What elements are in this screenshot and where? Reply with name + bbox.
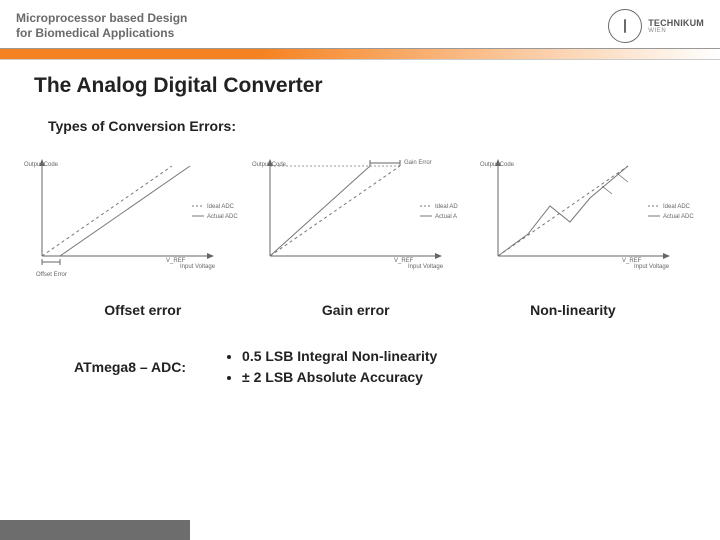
spec-bullets: 0.5 LSB Integral Non-linearity ± 2 LSB A…: [222, 346, 437, 388]
axis-y-label: Output Code: [480, 162, 515, 168]
legend-ideal: Ideal AD: [435, 204, 458, 210]
charts-row: Output Code Input Voltage V_REF Offset E…: [20, 156, 700, 284]
legend-ideal: Ideal ADC: [207, 204, 235, 210]
chart-gain: Output Code Input Voltage V_REF Gain Err…: [248, 156, 472, 284]
chart-label-offset: Offset error: [104, 302, 181, 318]
axis-x-label: Input Voltage: [180, 264, 216, 270]
header-logo: TECHNIKUM WIEN: [608, 9, 704, 43]
legend-actual: Actual A: [435, 214, 457, 220]
footer-strip: [0, 520, 190, 540]
logo-text: TECHNIKUM WIEN: [648, 19, 704, 34]
axis-x-max: V_REF: [394, 258, 414, 264]
axis-x-max: V_REF: [622, 258, 642, 264]
chart-offset: Output Code Input Voltage V_REF Offset E…: [20, 156, 244, 284]
slide-header: Microprocessor based Design for Biomedic…: [0, 0, 720, 48]
axis-x-max: V_REF: [166, 258, 186, 264]
header-line1: Microprocessor based Design: [16, 11, 187, 26]
chart-nonlinearity: Output Code Input Voltage V_REF Ideal AD…: [476, 156, 700, 284]
chart-label-gain: Gain error: [322, 302, 390, 318]
legend-ideal: Ideal ADC: [663, 204, 691, 210]
axis-x-label: Input Voltage: [408, 264, 444, 270]
device-label: ATmega8 – ADC:: [74, 359, 186, 375]
header-title-block: Microprocessor based Design for Biomedic…: [16, 11, 187, 41]
slide-subtitle: Types of Conversion Errors:: [48, 118, 686, 134]
axis-x-label: Input Voltage: [634, 264, 670, 270]
offset-annotation: Offset Error: [36, 272, 67, 278]
chart-label-nonlinearity: Non-linearity: [530, 302, 616, 318]
legend-actual: Actual ADC: [663, 214, 694, 220]
logo-primary: TECHNIKUM: [648, 19, 704, 28]
logo-icon: [608, 9, 642, 43]
header-line2: for Biomedical Applications: [16, 26, 187, 41]
axis-y-label: Output Code: [252, 162, 287, 168]
specs-row: ATmega8 – ADC: 0.5 LSB Integral Non-line…: [74, 346, 686, 388]
slide-content: The Analog Digital Converter Types of Co…: [0, 60, 720, 388]
slide-title: The Analog Digital Converter: [34, 74, 686, 98]
spec-bullet: ± 2 LSB Absolute Accuracy: [242, 367, 437, 388]
gradient-divider: [0, 48, 720, 60]
gain-annotation: Gain Error: [404, 160, 432, 166]
logo-secondary: WIEN: [648, 28, 704, 34]
axis-y-label: Output Code: [24, 162, 59, 168]
legend-actual: Actual ADC: [207, 214, 238, 220]
chart-labels-row: Offset error Gain error Non-linearity: [34, 302, 686, 318]
spec-bullet: 0.5 LSB Integral Non-linearity: [242, 346, 437, 367]
